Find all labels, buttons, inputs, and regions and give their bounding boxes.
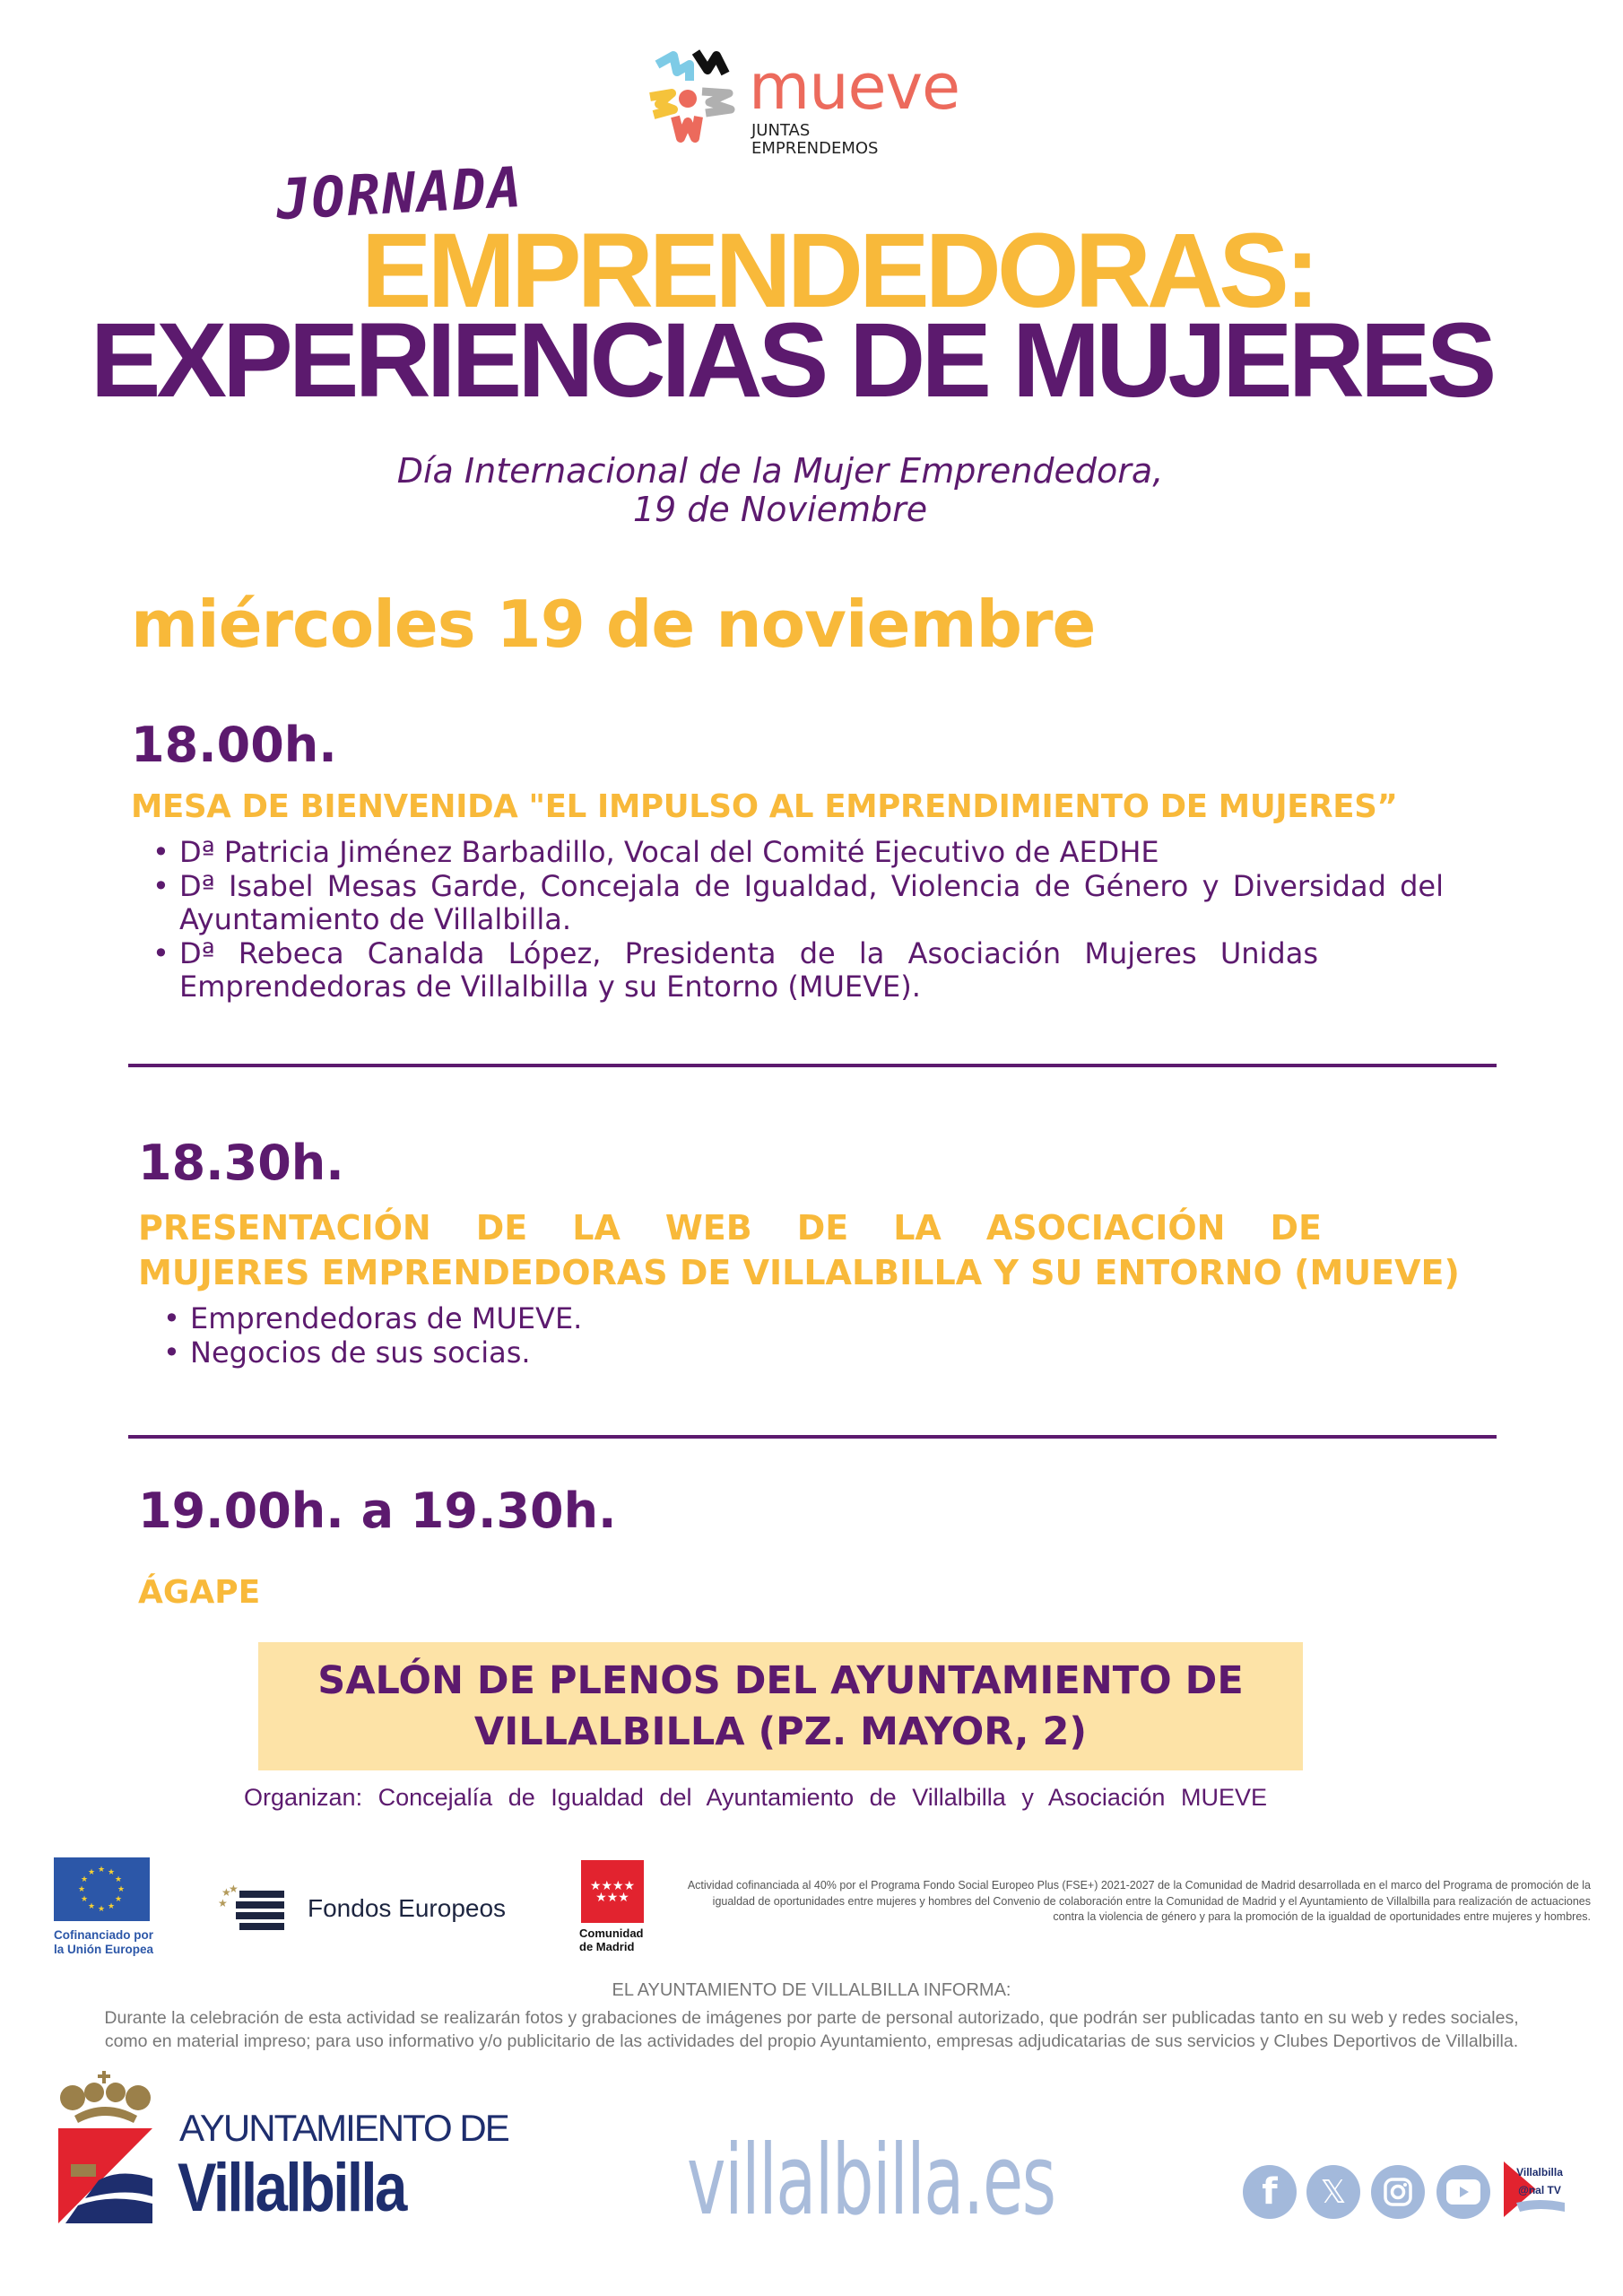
organizers: Organizan: Concejalía de Igualdad del Ay… <box>244 1784 1267 1811</box>
list-item: Negocios de sus socias. <box>163 1335 1239 1370</box>
svg-text:★: ★ <box>98 1904 105 1913</box>
svg-text:★: ★ <box>78 1884 85 1893</box>
svg-text:★: ★ <box>229 1883 239 1895</box>
ayuntamiento-line-2: Villalbilla <box>178 2150 407 2226</box>
facebook-icon[interactable]: f <box>1243 2165 1297 2219</box>
fondos-europeos-text: Fondos Europeos <box>308 1894 507 1922</box>
svg-text:★: ★ <box>221 1886 231 1899</box>
mueve-logo-text: mueve <box>749 50 960 124</box>
title-line-1: EMPRENDEDORAS: <box>360 212 1320 330</box>
eu-stars-icon: ★ ★★★★★★★★★★★ <box>78 1865 125 1913</box>
venue-line-2: VILLALBILLA (PZ. MAYOR, 2) <box>473 1709 1088 1754</box>
session-items: Emprendedoras de MUEVE. Negocios de sus … <box>163 1301 1239 1370</box>
notice-line-1: Durante la celebración de esta actividad… <box>104 2008 1519 2028</box>
svg-text:★: ★ <box>88 1901 95 1910</box>
session-time: 19.00h. a 19.30h. <box>138 1483 617 1539</box>
session-heading-line-1: PRESENTACIÓN DE LA WEB DE LA ASOCIACIÓN … <box>138 1208 1322 1248</box>
session-speakers: Dª Patricia Jiménez Barbadillo, Vocal de… <box>152 835 1444 1004</box>
event-date: miércoles 19 de noviembre <box>131 587 1096 662</box>
mueve-star-icon <box>649 49 735 143</box>
session-heading: MESA DE BIENVENIDA "EL IMPULSO AL EMPREN… <box>131 788 1398 825</box>
madrid-caption-line: de Madrid <box>579 1940 635 1953</box>
svg-text:★: ★ <box>108 1867 115 1876</box>
fondos-europeos-logo: ★ ★ ★ <box>218 1883 299 1937</box>
svg-text:★: ★ <box>115 1894 122 1903</box>
comunidad-madrid-flag: ★★★★ ★★★ <box>581 1860 644 1923</box>
title-line-2: EXPERIENCIAS DE MUJERES <box>90 301 1497 420</box>
notice-title: EL AYUNTAMIENTO DE VILLALBILLA INFORMA: <box>612 1980 1011 2000</box>
divider <box>128 1435 1497 1439</box>
svg-text:★: ★ <box>88 1867 95 1876</box>
youtube-icon[interactable] <box>1436 2165 1490 2219</box>
mueve-tagline: JUNTAS EMPRENDEMOS <box>751 122 878 158</box>
tagline-line: EMPRENDEMOS <box>751 139 879 158</box>
x-icon[interactable]: 𝕏 <box>1306 2165 1360 2219</box>
eu-caption-line: la Unión Europea <box>54 1943 154 1956</box>
canal-tv-label: Villalbilla @nal TV <box>1516 2166 1563 2196</box>
eu-caption: Cofinanciado por la Unión Europea <box>54 1928 153 1957</box>
subtitle-line-1: Día Internacional de la Mujer Emprendedo… <box>396 451 1164 491</box>
session-heading-line-2: MUJERES EMPRENDEDORAS DE VILLALBILLA Y S… <box>138 1253 1460 1292</box>
svg-text:★: ★ <box>117 1884 125 1893</box>
svg-text:★: ★ <box>81 1894 88 1903</box>
venue-line-1: SALÓN DE PLENOS DEL AYUNTAMIENTO DE <box>317 1657 1244 1703</box>
canal-tv-emblem-icon <box>1504 2161 1565 2217</box>
svg-text:★: ★ <box>98 1865 105 1874</box>
session-time: 18.00h. <box>131 717 337 773</box>
notice-line-2: como en material impreso; para uso infor… <box>104 2031 1519 2051</box>
mueve-logo <box>647 45 736 144</box>
svg-text:★: ★ <box>108 1901 115 1910</box>
instagram-icon[interactable] <box>1371 2165 1425 2219</box>
website-link[interactable]: villalbilla.es <box>687 2125 1056 2237</box>
svg-text:★: ★ <box>218 1897 228 1909</box>
eu-caption-line: Cofinanciado por <box>54 1928 153 1942</box>
canal-tv-logo[interactable]: Villalbilla @nal TV <box>1504 2161 1567 2217</box>
list-item: Dª Patricia Jiménez Barbadillo, Vocal de… <box>152 835 1444 870</box>
list-item: Dª Rebeca Canalda López, Presidenta de l… <box>152 936 1318 1004</box>
tagline-line: JUNTAS <box>751 121 811 140</box>
list-item: Emprendedoras de MUEVE. <box>163 1301 1239 1336</box>
session-heading: ÁGAPE <box>138 1574 261 1611</box>
villalbilla-coat-of-arms <box>58 2071 152 2223</box>
madrid-stars-icon: ★★★★ ★★★ <box>589 1878 636 1904</box>
svg-text:★: ★ <box>115 1874 122 1883</box>
session-time: 18.30h. <box>138 1135 344 1191</box>
venue-box: SALÓN DE PLENOS DEL AYUNTAMIENTO DE VILL… <box>258 1642 1303 1770</box>
svg-text:★: ★ <box>81 1874 88 1883</box>
eu-flag-logo: ★ ★ ★ ★ ★ ★ ★ ★ ★ ★ ★ ★ <box>54 1857 150 1921</box>
subtitle-line-2: 19 de Noviembre <box>632 490 928 529</box>
madrid-caption-line: Comunidad <box>579 1926 644 1940</box>
fondos-europeos-icon: ★★★ <box>218 1883 284 1930</box>
madrid-caption: Comunidad de Madrid <box>579 1926 644 1953</box>
list-item: Dª Isabel Mesas Garde, Concejala de Igua… <box>152 869 1444 937</box>
divider <box>128 1064 1497 1067</box>
funding-fine-print: Actividad cofinanciada al 40% por el Pro… <box>687 1879 1591 1923</box>
ayuntamiento-line-1: AYUNTAMIENTO DE <box>179 2107 510 2149</box>
coat-of-arms-icon <box>58 2071 152 2223</box>
